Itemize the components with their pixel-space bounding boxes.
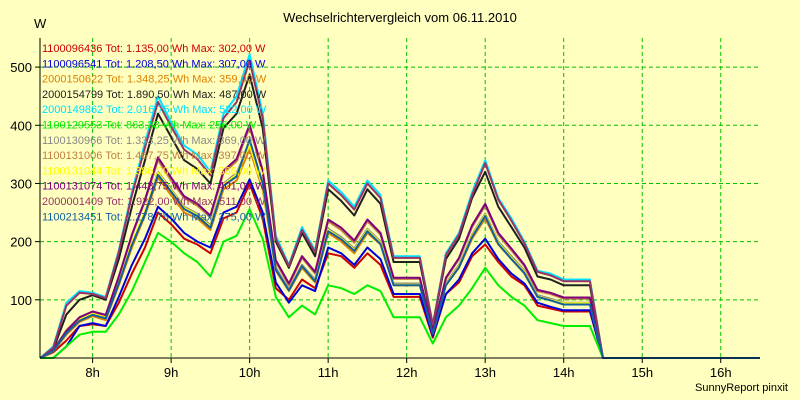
x-tick-label: 15h <box>631 365 653 380</box>
x-tick-label: 12h <box>396 365 418 380</box>
x-tick-label: 11h <box>318 365 339 380</box>
legend-entry-5: 2000149862 Tot: 2.016,75 Wh Max: 522,00 … <box>42 104 267 116</box>
legend-entry-2: 1100096541 Tot: 1.208,50 Wh Max: 307,00 … <box>42 58 266 70</box>
plot-area <box>40 38 760 358</box>
x-tick-label: 9h <box>164 365 178 380</box>
y-axis-unit-label: W <box>34 16 47 31</box>
x-tick-label: 14h <box>553 365 575 380</box>
y-tick-label: 500 <box>10 60 32 75</box>
legend-entry-10: 1100131074 Tot: 1.448,75 Wh Max: 401,00 … <box>42 181 266 193</box>
legend-entry-1: 1100096436 Tot: 1.135,00 Wh Max: 302,00 … <box>42 43 266 55</box>
x-tick-label: 10h <box>239 365 261 380</box>
x-tick-label: 8h <box>85 365 99 380</box>
y-tick-label: 100 <box>10 293 32 308</box>
y-tick-label: 300 <box>10 176 32 191</box>
legend-entry-3: 2000150622 Tot: 1.348,25 Wh Max: 359,00 … <box>42 74 267 86</box>
chart-footer: SunnyReport pinxit <box>695 382 788 394</box>
y-tick-label: 200 <box>10 235 32 250</box>
y-tick-label: 400 <box>10 118 32 133</box>
x-tick-label: 13h <box>474 365 496 380</box>
chart-title: Wechselrichtervergleich vom 06.11.2010 <box>283 10 517 25</box>
legend-entry-9: 1100131044 Tot: 1.386,00 Wh Max: 366,00 … <box>42 165 266 177</box>
x-tick-label: 16h <box>710 365 732 380</box>
legend-entry-7: 1100130966 Tot: 1.333,25 Wh Max: 369,00 … <box>42 135 266 147</box>
legend-entry-8: 1100131006 Tot: 1.467,75 Wh Max: 397,00 … <box>42 150 266 162</box>
legend-entry-11: 2000001409 Tot: 1.922,00 Wh Max: 511,00 … <box>42 196 266 208</box>
legend-entry-4: 2000154799 Tot: 1.890,50 Wh Max: 487,00 … <box>42 89 267 101</box>
legend-entry-12: 1100213451 Tot: 1.278,75 Wh Max: 375,00 … <box>42 211 266 223</box>
legend-entry-6: 1100129553 Tot: 863,38 Wh Max: 256,00 W <box>42 120 257 132</box>
